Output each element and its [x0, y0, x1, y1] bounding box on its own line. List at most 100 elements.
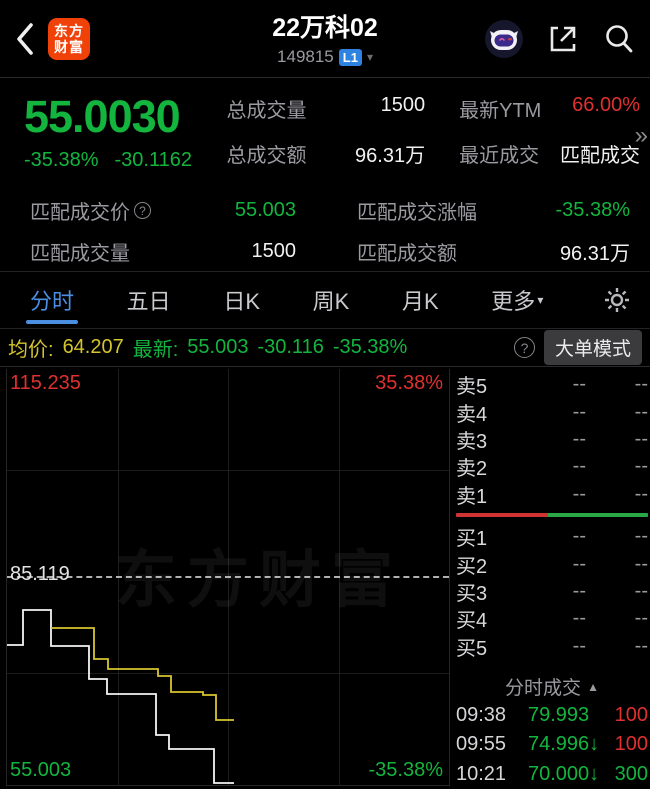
gear-icon — [604, 288, 629, 312]
ask-row-4[interactable]: 卖4 -- -- — [456, 398, 648, 426]
quote-level-caret-icon[interactable]: ▾ — [366, 50, 373, 64]
match-pct-value: -35.38% — [555, 199, 631, 221]
search-icon[interactable] — [602, 22, 636, 56]
bid-row-4[interactable]: 买4 -- -- — [456, 605, 648, 632]
chart-period-tabs: 分时 五日 日K 周K 月K 更多 ▾ — [0, 272, 650, 329]
back-button[interactable] — [14, 19, 44, 59]
last-price: 55.0030 — [24, 90, 181, 142]
eastmoney-logo: 东方 财富 — [48, 17, 90, 60]
total-volume-label: 总成交量 — [226, 100, 307, 122]
quote-summary: 55.0030 -35.38% -30.1162 总成交量 1500 总成交额 … — [0, 78, 650, 184]
price-line — [7, 609, 234, 784]
bid-row-2[interactable]: 买2 -- -- — [456, 550, 648, 578]
trade-row[interactable]: 10:21 70.000↓ 300 — [456, 760, 648, 789]
ask-price: -- — [572, 400, 586, 423]
ask-volume: -- — [634, 455, 648, 478]
latest-ytm-label: 最新YTM — [459, 100, 542, 122]
axis-max-percent: 35.38% — [375, 372, 443, 394]
buy-depth-segment — [548, 512, 648, 517]
tape-header[interactable]: 分时成交 ▲ — [456, 673, 648, 701]
more-fields-chevron-icon[interactable]: » — [634, 122, 648, 149]
average-price-line — [51, 627, 234, 721]
ask-price: -- — [572, 455, 586, 478]
total-volume-value: 1500 — [380, 94, 426, 116]
latest-value: 55.003 — [187, 336, 249, 358]
ask-price: -- — [572, 427, 586, 450]
trade-row[interactable]: 09:38 79.993 100 — [456, 701, 648, 730]
bid-volume: -- — [634, 525, 648, 548]
bid-price: -- — [572, 525, 586, 548]
buy-sell-depth-bar — [456, 512, 648, 517]
latest-ytm-value: 66.00% — [572, 94, 640, 116]
trade-price: 74.996↓ — [528, 733, 600, 756]
trade-time: 10:21 — [456, 762, 507, 785]
help-icon[interactable]: ? — [134, 202, 151, 219]
big-order-mode-button[interactable]: 大单模式 — [543, 330, 642, 365]
collapse-triangle-icon: ▲ — [587, 679, 599, 694]
tab-weekly-k[interactable]: 周K — [312, 289, 350, 314]
tab-more[interactable]: 更多 ▾ — [491, 272, 543, 328]
latest-percent: -35.38% — [332, 336, 408, 358]
ask-volume: -- — [634, 427, 648, 450]
match-trade-grid: 匹配成交价? 55.003 匹配成交涨幅 -35.38% 匹配成交量 1500 … — [0, 184, 650, 272]
avg-price-label: 均价: — [8, 339, 54, 361]
ask-label: 卖1 — [456, 485, 488, 508]
match-amount-label: 匹配成交额 — [357, 243, 457, 265]
logo-text-line1: 东方 — [54, 22, 84, 39]
back-icon — [17, 22, 33, 55]
recent-trade-label: 最近成交 — [459, 145, 540, 167]
tape-title: 分时成交 — [505, 678, 582, 700]
tab-minute[interactable]: 分时 — [30, 272, 74, 328]
ask-row-2[interactable]: 卖2 -- -- — [456, 453, 648, 480]
bid-label: 买2 — [456, 555, 488, 578]
bid-price: -- — [572, 634, 586, 657]
bid-volume: -- — [634, 552, 648, 575]
bid-label: 买3 — [456, 582, 488, 605]
share-icon[interactable] — [546, 22, 580, 56]
minute-chart[interactable]: 东方财富 115.235 35.38% 85.119 55.003 -35.38… — [6, 369, 450, 786]
trade-price: 79.993 — [528, 704, 590, 726]
trade-volume: 100 — [614, 704, 648, 726]
tab-5day[interactable]: 五日 — [126, 289, 171, 314]
latest-change: -30.116 — [257, 336, 324, 358]
latest-label: 最新: — [132, 339, 179, 361]
ask-row-1[interactable]: 卖1 -- -- — [456, 481, 648, 508]
tab-monthly-k[interactable]: 月K — [401, 289, 439, 314]
ask-label: 卖2 — [456, 458, 488, 481]
ask-label: 卖4 — [456, 403, 488, 426]
match-volume-value: 1500 — [251, 240, 297, 262]
mode-help-icon[interactable]: ? — [513, 337, 535, 358]
bid-price: -- — [572, 579, 586, 602]
tab-daily-k[interactable]: 日K — [223, 289, 260, 314]
direction-arrow-icon: ↓ — [589, 733, 600, 756]
trade-row[interactable]: 09:55 74.996↓ 100 — [456, 730, 648, 759]
ask-price: -- — [572, 373, 586, 396]
assistant-robot-avatar[interactable] — [484, 19, 524, 59]
ask-price: -- — [572, 482, 586, 505]
logo-text-line2: 财富 — [54, 38, 84, 55]
app-header: 东方 财富 22万科02 149815 L1 ▾ — [0, 0, 650, 78]
total-amount-value: 96.31万 — [355, 145, 426, 167]
ask-volume: -- — [634, 373, 648, 396]
bid-label: 买5 — [456, 637, 488, 660]
bid-label: 买4 — [456, 610, 488, 633]
chart-settings-button[interactable] — [602, 285, 632, 315]
direction-arrow-icon: ↓ — [589, 762, 600, 785]
trade-volume: 300 — [614, 762, 648, 785]
bid-row-3[interactable]: 买3 -- -- — [456, 578, 648, 605]
level1-badge: L1 — [338, 48, 362, 66]
bid-row-5[interactable]: 买5 -- -- — [456, 633, 648, 660]
bid-row-1[interactable]: 买1 -- -- — [456, 523, 648, 550]
ask-row-5[interactable]: 卖5 -- -- — [456, 371, 648, 398]
orderbook-panel: 卖5 -- -- 卖4 -- -- 卖3 -- -- 卖2 -- -- 卖1 -… — [452, 367, 650, 789]
match-volume-label: 匹配成交量 — [30, 243, 130, 265]
change-percent: -35.38% — [24, 148, 99, 171]
chart-info-bar: 均价: 64.207 最新: 55.003 -30.116 -35.38% ? … — [0, 329, 650, 367]
bid-volume: -- — [634, 607, 648, 630]
bid-volume: -- — [634, 579, 648, 602]
trade-time: 09:55 — [456, 733, 507, 756]
axis-min-price: 55.003 — [10, 759, 72, 781]
ask-label: 卖5 — [456, 376, 488, 399]
recent-trade-value: 匹配成交 — [560, 145, 640, 167]
ask-row-3[interactable]: 卖3 -- -- — [456, 426, 648, 453]
